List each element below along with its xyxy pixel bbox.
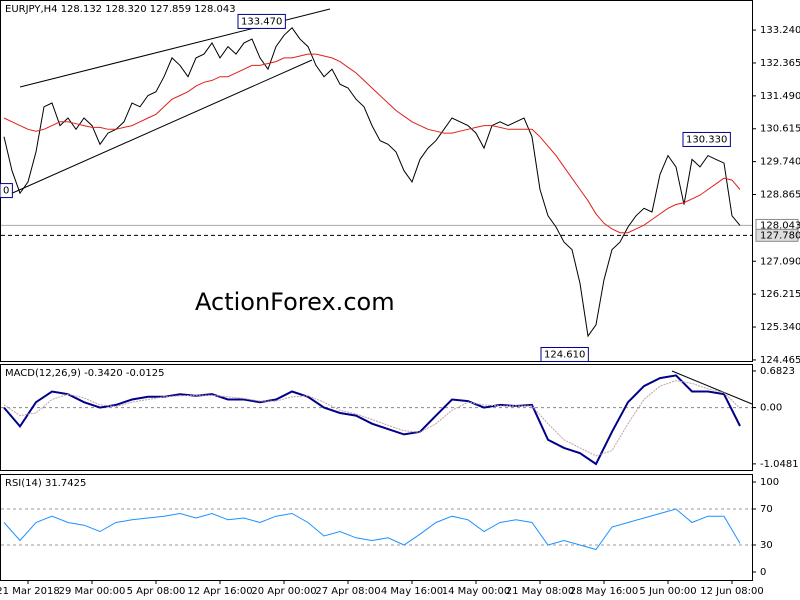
price-panel-frame	[0, 0, 753, 362]
price-line	[3, 27, 741, 338]
x-tick-label: 21 Mar 2018	[0, 586, 60, 597]
y-tick-label: 133.240	[760, 25, 800, 36]
y-tick-label: 127.090	[760, 256, 800, 267]
y-tick-label: 100	[760, 477, 779, 488]
price-box	[755, 228, 799, 242]
macd-panel-frame	[0, 364, 753, 471]
x-tick-label: 28 May 16:00	[570, 586, 639, 597]
y-tick-label: 126.215	[760, 289, 800, 300]
watermark: ActionForex.com	[195, 288, 395, 316]
rsi-line	[3, 508, 741, 551]
annotation-label: 0	[3, 186, 9, 197]
x-tick-label: 21 May 08:00	[506, 586, 575, 597]
lower-trendline	[7, 59, 313, 196]
x-tick-label: 14 May 00:00	[442, 586, 511, 597]
rsi-panel-frame	[0, 474, 753, 581]
annotation-label: 130.330	[686, 134, 727, 145]
y-tick-label: 125.340	[760, 322, 800, 333]
y-tick-label: 132.365	[760, 58, 800, 69]
x-tick-label: 27 Apr 08:00	[315, 586, 380, 597]
annotation-box	[682, 131, 731, 147]
moving-average	[3, 53, 741, 234]
annotation-label: 124.610	[544, 349, 585, 360]
macd-trendline	[671, 370, 753, 405]
x-tick-label: 4 May 16:00	[381, 586, 443, 597]
y-tick-label: 70	[760, 504, 773, 515]
price-box-label: 127.780	[760, 230, 800, 241]
annotation-label: 133.470	[241, 16, 282, 27]
x-tick-label: 5 Jun 00:00	[639, 586, 696, 597]
y-tick-label: 130.615	[760, 124, 800, 135]
y-tick-label: 0.6823	[760, 366, 795, 377]
macd-line	[3, 374, 741, 466]
x-tick-label: 12 Jun 08:00	[700, 586, 764, 597]
macd-title: MACD(12,26,9) -0.3420 -0.0125	[5, 368, 165, 379]
y-tick-label: 0.00	[760, 403, 782, 414]
rsi-title: RSI(14) 31.7425	[5, 478, 86, 489]
chart-title: EURJPY,H4 128.132 128.320 127.859 128.04…	[5, 4, 236, 15]
y-tick-label: 0	[760, 567, 766, 578]
annotation-box	[540, 346, 589, 362]
annotation-box	[0, 183, 13, 199]
y-tick-label: 124.465	[760, 355, 800, 366]
y-tick-label: 131.490	[760, 91, 800, 102]
x-tick-label: 5 Apr 08:00	[127, 586, 186, 597]
annotation-box	[237, 13, 286, 29]
y-tick-label: -1.0481	[760, 459, 799, 470]
x-tick-label: 12 Apr 16:00	[187, 586, 252, 597]
y-tick-label: 30	[760, 540, 773, 551]
y-tick-label: 129.740	[760, 157, 800, 168]
signal-line	[3, 380, 741, 457]
y-tick-label: 128.865	[760, 190, 800, 201]
x-tick-label: 29 Mar 00:00	[59, 586, 126, 597]
price-box-label: 128.043	[760, 220, 800, 231]
x-tick-label: 20 Apr 00:00	[251, 586, 316, 597]
